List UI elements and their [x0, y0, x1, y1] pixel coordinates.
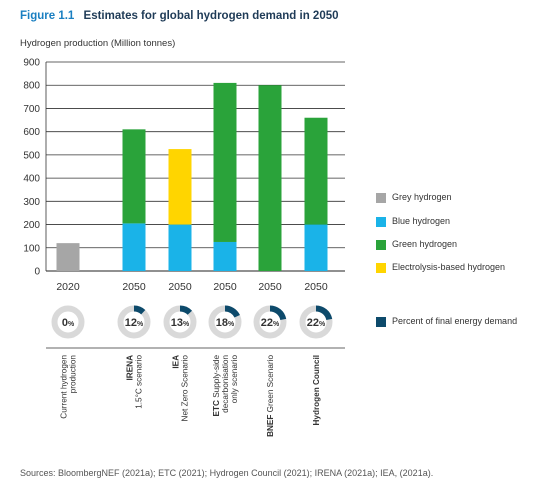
gauge-label: 12% [125, 317, 144, 329]
legend-swatch-energy-share [376, 317, 386, 327]
y-tick-label: 500 [23, 150, 40, 161]
category-label: Hydrogen Council [312, 355, 321, 426]
bar-blue-hydrogen-3 [213, 241, 237, 271]
gauge-arc [315, 305, 333, 321]
gauge-arc [133, 305, 146, 315]
legend-label: Green hydrogen [392, 239, 458, 249]
figure-title-text: Estimates for global hydrogen demand in … [83, 10, 339, 22]
gauge-label: 22% [261, 317, 280, 329]
x-tick-label: 2050 [304, 281, 328, 293]
category-label: IRENA1.5°C scenario [126, 355, 144, 409]
gauge-arc [224, 305, 240, 318]
bar-green-hydrogen-3 [213, 82, 237, 242]
gauge-arc [269, 305, 287, 321]
bar-blue-hydrogen-5 [304, 224, 328, 271]
y-tick-label: 600 [23, 127, 40, 138]
bar-electrolysis-based-hydrogen-2 [168, 149, 192, 225]
category-label: ETC Supply-sidedecarbonisationonly scena… [212, 355, 239, 417]
y-tick-label: 700 [23, 104, 40, 115]
y-tick-label: 200 [23, 220, 40, 231]
gauge-label: 13% [171, 317, 190, 329]
legend-swatch [376, 193, 386, 203]
bar-blue-hydrogen-1 [122, 223, 146, 271]
x-tick-label: 2050 [213, 281, 237, 293]
legend-swatch [376, 240, 386, 250]
y-tick-label: 0 [34, 267, 40, 278]
sources-note: Sources: BloombergNEF (2021a); ETC (2021… [20, 468, 434, 478]
y-tick-label: 100 [23, 243, 40, 254]
y-tick-label: 300 [23, 197, 40, 208]
figure-title: Figure 1.1 Estimates for global hydrogen… [20, 10, 339, 22]
y-tick-label: 800 [23, 81, 40, 92]
x-tick-label: 2050 [168, 281, 192, 293]
bar-green-hydrogen-1 [122, 129, 146, 224]
gauge-arc [179, 305, 193, 316]
y-tick-label: 900 [23, 58, 40, 69]
bar-grey-hydrogen-0 [56, 243, 80, 271]
x-tick-label: 2050 [122, 281, 146, 293]
category-label: BNEF Green Scenario [266, 355, 275, 437]
gauge-label: 22% [307, 317, 326, 329]
legend-label: Blue hydrogen [392, 216, 451, 226]
gauge-track [51, 305, 85, 339]
y-tick-label: 400 [23, 174, 40, 185]
y-axis-label: Hydrogen production (Million tonnes) [20, 38, 176, 49]
figure-number: Figure 1.1 [20, 10, 75, 22]
legend-swatch [376, 217, 386, 227]
legend-label: Grey hydrogen [392, 192, 452, 202]
bar-green-hydrogen-4 [258, 85, 282, 271]
legend-swatch [376, 263, 386, 273]
bar-green-hydrogen-5 [304, 117, 328, 225]
legend-label-energy-share: Percent of final energy demand [392, 316, 518, 326]
legend-label: Electrolysis-based hydrogen [392, 262, 506, 272]
x-tick-label: 2020 [56, 281, 80, 293]
gauge-label: 0% [62, 317, 75, 329]
x-tick-label: 2050 [258, 281, 282, 293]
category-label: IEANet Zero Scenario [172, 355, 190, 422]
gauge-label: 18% [216, 317, 235, 329]
category-label: Current hydrogenproduction [60, 355, 78, 419]
bar-blue-hydrogen-2 [168, 224, 192, 271]
